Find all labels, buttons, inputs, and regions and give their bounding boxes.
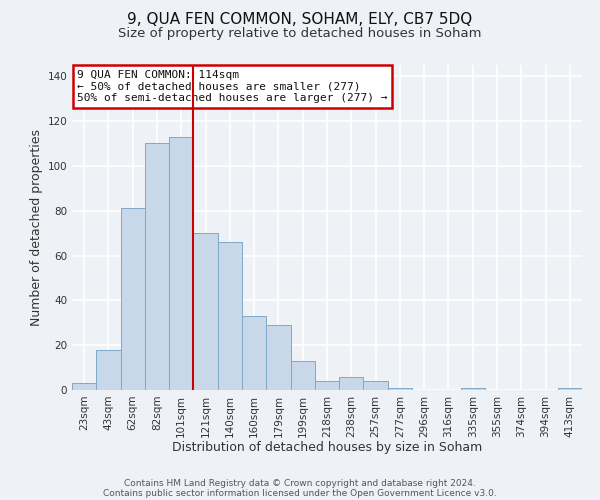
Text: 9, QUA FEN COMMON, SOHAM, ELY, CB7 5DQ: 9, QUA FEN COMMON, SOHAM, ELY, CB7 5DQ	[127, 12, 473, 28]
Bar	[242, 316, 266, 390]
Bar	[558, 388, 582, 390]
Bar	[364, 381, 388, 390]
Bar	[461, 388, 485, 390]
Bar	[388, 388, 412, 390]
Bar	[218, 242, 242, 390]
Text: Contains public sector information licensed under the Open Government Licence v3: Contains public sector information licen…	[103, 488, 497, 498]
Bar	[121, 208, 145, 390]
Text: Size of property relative to detached houses in Soham: Size of property relative to detached ho…	[118, 28, 482, 40]
Y-axis label: Number of detached properties: Number of detached properties	[30, 129, 43, 326]
X-axis label: Distribution of detached houses by size in Soham: Distribution of detached houses by size …	[172, 441, 482, 454]
Bar	[290, 361, 315, 390]
Text: Contains HM Land Registry data © Crown copyright and database right 2024.: Contains HM Land Registry data © Crown c…	[124, 478, 476, 488]
Bar	[72, 384, 96, 390]
Bar	[193, 233, 218, 390]
Bar	[339, 376, 364, 390]
Text: 9 QUA FEN COMMON: 114sqm
← 50% of detached houses are smaller (277)
50% of semi-: 9 QUA FEN COMMON: 114sqm ← 50% of detach…	[77, 70, 388, 103]
Bar	[96, 350, 121, 390]
Bar	[145, 144, 169, 390]
Bar	[266, 325, 290, 390]
Bar	[315, 381, 339, 390]
Bar	[169, 136, 193, 390]
